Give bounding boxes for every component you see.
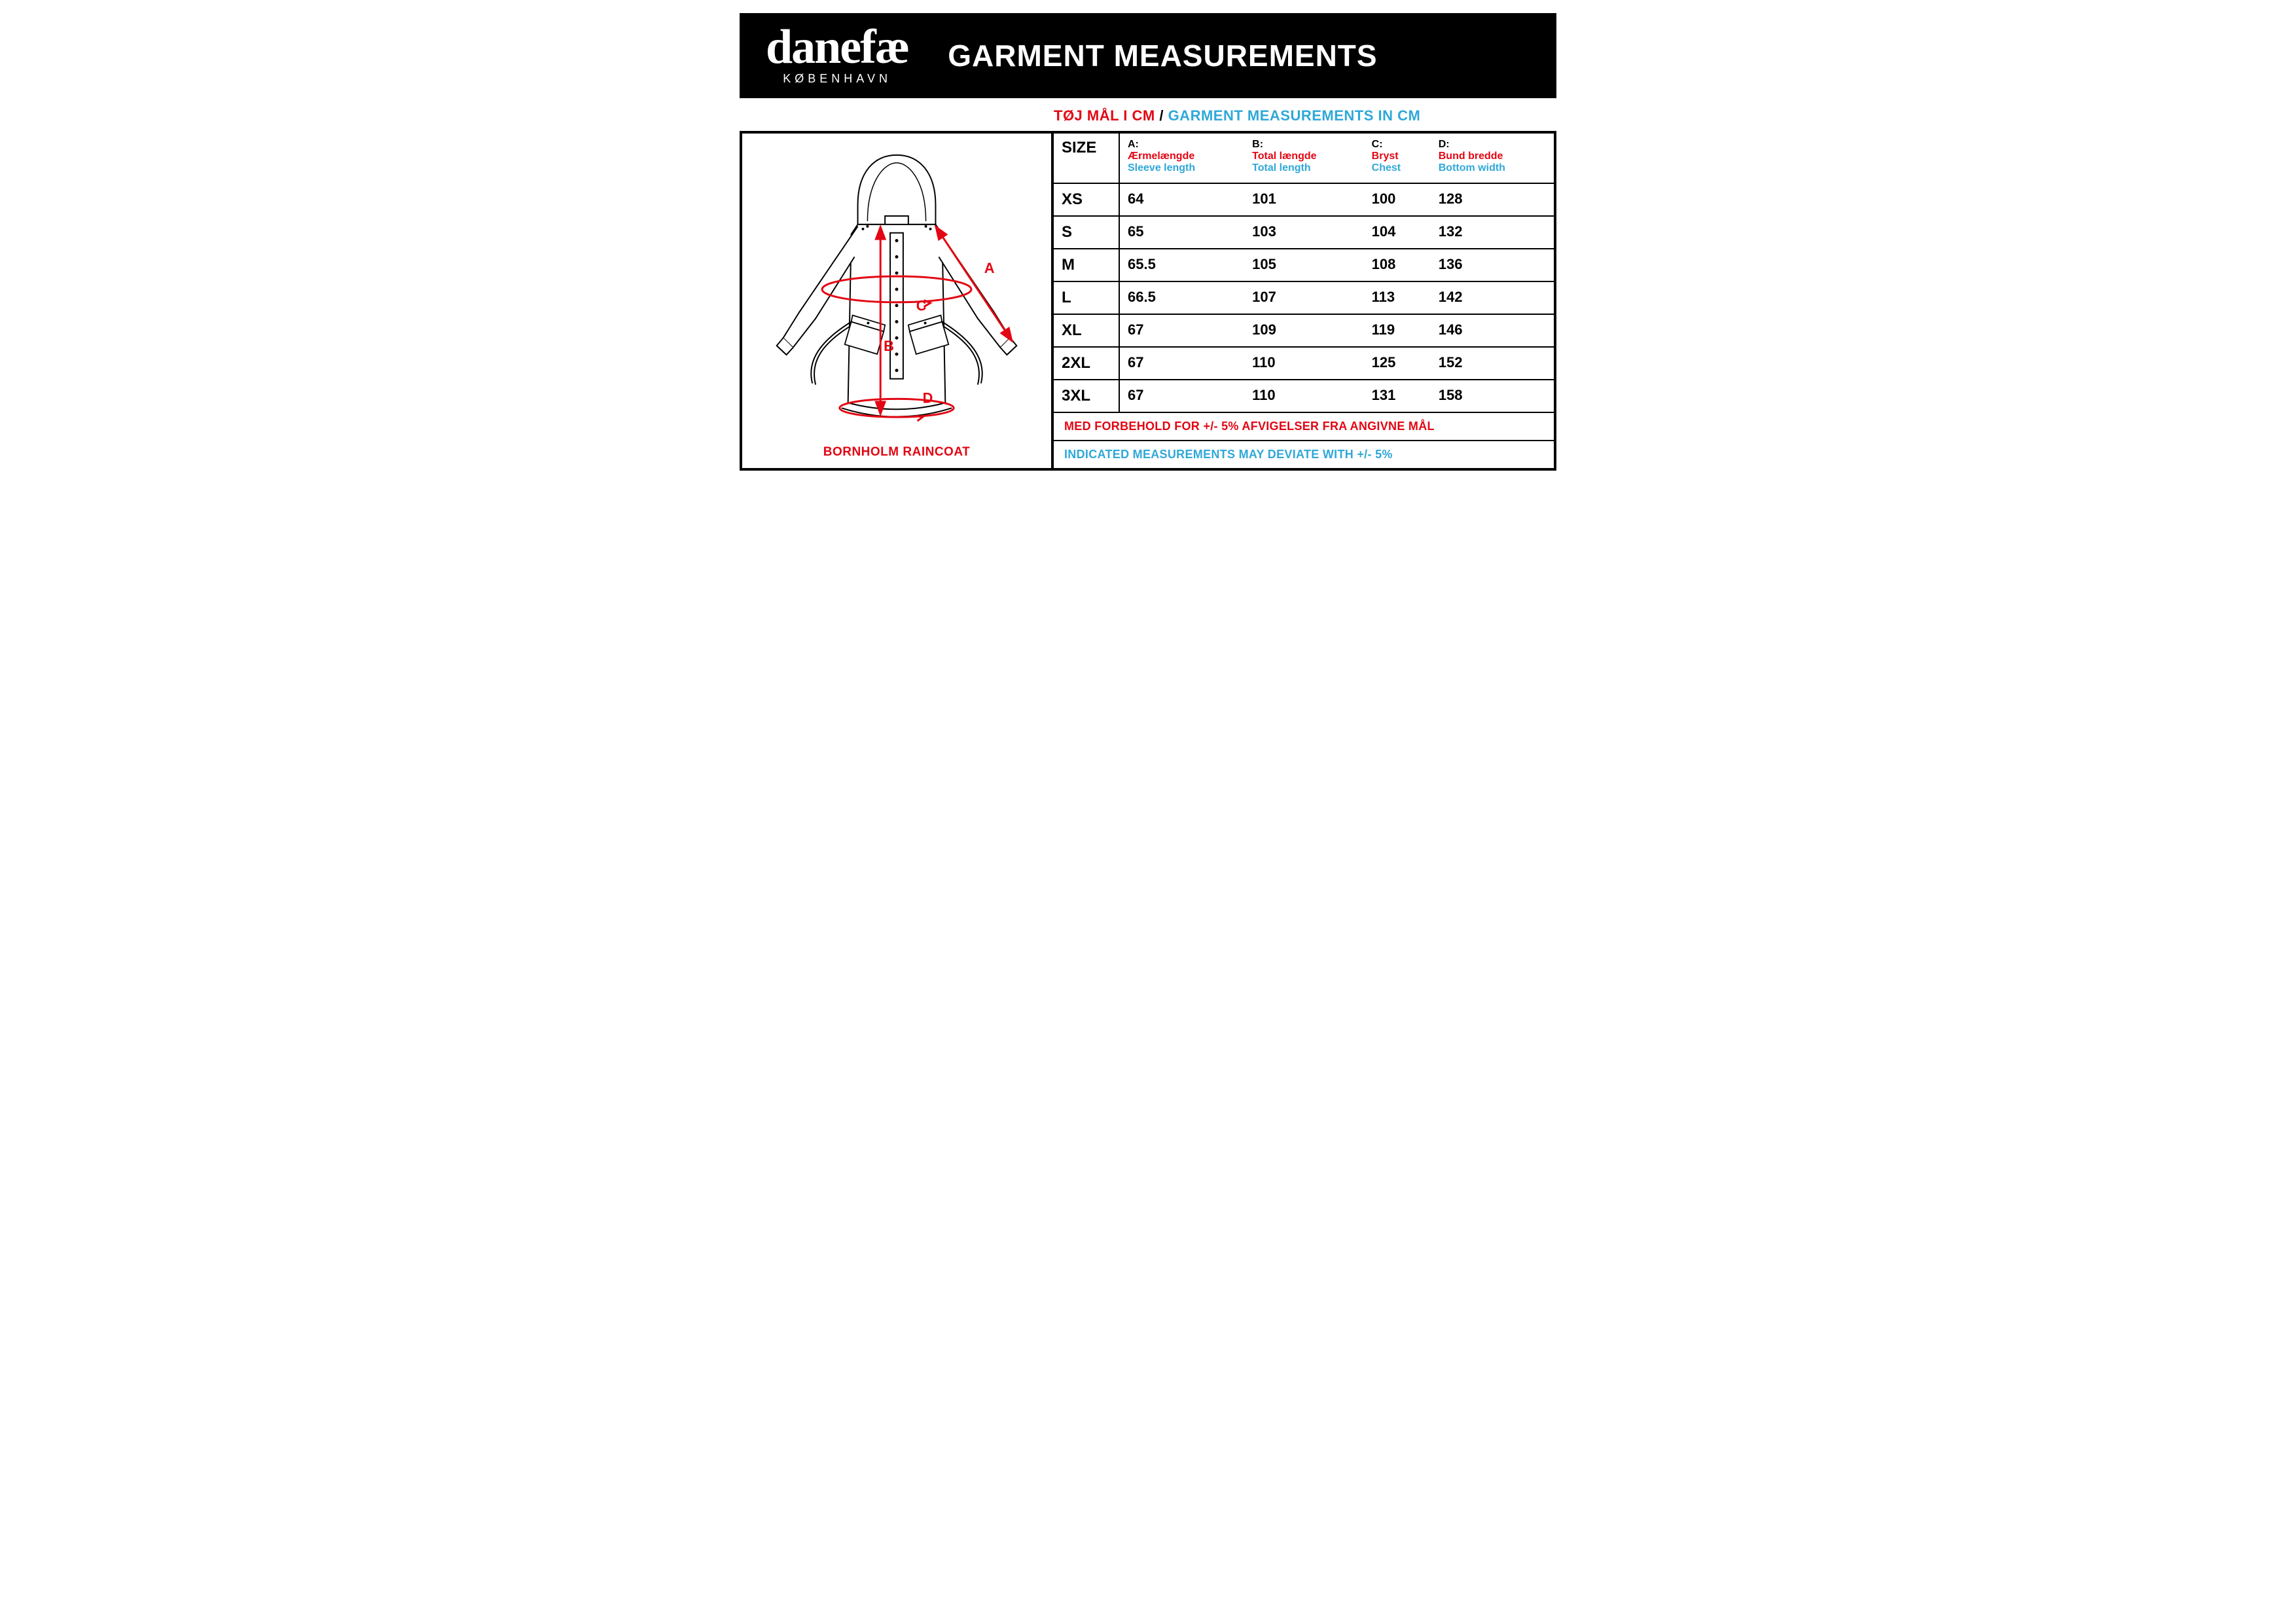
diagram-label-b: B [884,338,894,354]
subtitle: TØJ MÅL I CM / GARMENT MEASUREMENTS IN C… [740,98,1556,131]
cell-d: 146 [1431,314,1554,347]
subtitle-sep: / [1155,107,1168,124]
cell-b: 105 [1244,249,1364,281]
logo-text: danefæ [766,26,908,69]
diagram-caption: BORNHOLM RAINCOAT [823,445,971,460]
cell-c: 113 [1364,281,1431,314]
cell-size: L [1054,281,1119,314]
cell-c: 104 [1364,216,1431,249]
subtitle-en: GARMENT MEASUREMENTS IN CM [1168,107,1421,124]
cell-d: 158 [1431,380,1554,412]
raincoat-diagram: A B C D [754,143,1039,442]
col-b: B: Total længde Total length [1244,134,1364,183]
table-row: 2XL67110125152 [1054,347,1554,380]
table-row: S65103104132 [1054,216,1554,249]
note-en: INDICATED MEASUREMENTS MAY DEVIATE WITH … [1054,441,1554,468]
cell-b: 110 [1244,347,1364,380]
cell-d: 136 [1431,249,1554,281]
content-frame: A B C D BORNHOLM RAINCOAT SIZE [740,131,1556,471]
cell-a: 65 [1119,216,1244,249]
cell-c: 108 [1364,249,1431,281]
table-row: 3XL67110131158 [1054,380,1554,412]
col-a: A: Ærmelængde Sleeve length [1119,134,1244,183]
col-d: D: Bund bredde Bottom width [1431,134,1554,183]
table-row: L66.5107113142 [1054,281,1554,314]
page: danefæ KØBENHAVN GARMENT MEASUREMENTS TØ… [729,0,1567,484]
table-row: XS64101100128 [1054,183,1554,216]
diagram-label-a: A [984,260,995,276]
diagram-label-c: C [916,297,927,314]
cell-c: 119 [1364,314,1431,347]
cell-a: 67 [1119,380,1244,412]
note-dk: MED FORBEHOLD FOR +/- 5% AFVIGELSER FRA … [1054,413,1554,441]
cell-a: 66.5 [1119,281,1244,314]
cell-d: 142 [1431,281,1554,314]
cell-c: 100 [1364,183,1431,216]
cell-size: XS [1054,183,1119,216]
cell-b: 103 [1244,216,1364,249]
diagram-cell: A B C D BORNHOLM RAINCOAT [742,134,1054,468]
cell-size: 2XL [1054,347,1119,380]
cell-b: 107 [1244,281,1364,314]
subtitle-dk: TØJ MÅL I CM [1054,107,1155,124]
cell-a: 67 [1119,314,1244,347]
table-row: XL67109119146 [1054,314,1554,347]
cell-d: 152 [1431,347,1554,380]
cell-b: 110 [1244,380,1364,412]
logo-subtext: KØBENHAVN [783,72,891,86]
size-table: SIZE A: Ærmelængde Sleeve length B: Tota… [1054,134,1554,413]
cell-a: 67 [1119,347,1244,380]
diagram-label-d: D [923,389,933,406]
cell-size: XL [1054,314,1119,347]
cell-d: 128 [1431,183,1554,216]
table-row: M65.5105108136 [1054,249,1554,281]
cell-c: 125 [1364,347,1431,380]
cell-a: 65.5 [1119,249,1244,281]
cell-b: 101 [1244,183,1364,216]
header-bar: danefæ KØBENHAVN GARMENT MEASUREMENTS [740,13,1556,98]
cell-b: 109 [1244,314,1364,347]
cell-d: 132 [1431,216,1554,249]
table-body: XS64101100128S65103104132M65.5105108136L… [1054,183,1554,412]
col-c: C: Bryst Chest [1364,134,1431,183]
table-header-row: SIZE A: Ærmelængde Sleeve length B: Tota… [1054,134,1554,183]
cell-size: S [1054,216,1119,249]
cell-a: 64 [1119,183,1244,216]
logo: danefæ KØBENHAVN [766,26,908,86]
measurement-table: SIZE A: Ærmelængde Sleeve length B: Tota… [1054,134,1554,468]
col-size: SIZE [1054,134,1119,183]
cell-size: M [1054,249,1119,281]
page-title: GARMENT MEASUREMENTS [948,38,1377,73]
cell-size: 3XL [1054,380,1119,412]
cell-c: 131 [1364,380,1431,412]
